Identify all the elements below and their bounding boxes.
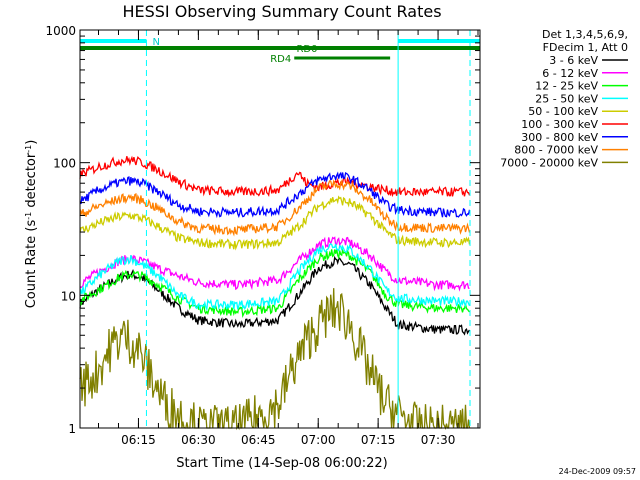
x-tick-label-2: 06:45 <box>241 433 276 447</box>
flags-layer: N RD0 RD4 <box>80 30 480 428</box>
x-tick-label-5: 07:30 <box>421 433 456 447</box>
legend-header-line-1: Det 1,3,4,5,6,9, <box>542 28 628 41</box>
night-flag-label: N <box>152 37 159 48</box>
plot-frame <box>79 29 481 429</box>
legend-label-0: 3 - 6 keV <box>549 54 598 67</box>
x-tick-label-0: 06:15 <box>121 433 156 447</box>
x-tick-label-4: 07:15 <box>361 433 396 447</box>
y-tick-label-0: 1 <box>68 422 76 436</box>
legend-label-1: 6 - 12 keV <box>542 67 598 80</box>
series-line-6 <box>79 171 471 219</box>
series-line-5 <box>79 155 471 198</box>
series-line-2 <box>79 247 470 318</box>
legend-label-5: 100 - 300 keV <box>521 118 598 131</box>
y-axis-label: Count Rate (s-1 detector-1) <box>24 140 40 309</box>
y-tick-label-1: 10 <box>61 289 76 303</box>
y-tick-label-2: 100 <box>53 157 76 171</box>
legend-label-2: 12 - 25 keV <box>535 80 598 93</box>
legend: Det 1,3,4,5,6,9, FDecim 1, Att 0 3 - 6 k… <box>500 28 628 169</box>
rd0-flag-label: RD0 <box>296 44 317 55</box>
legend-header-line-2: FDecim 1, Att 0 <box>543 41 628 54</box>
series-line-3 <box>79 243 471 312</box>
series-layer <box>79 155 471 431</box>
series-line-0 <box>79 255 471 336</box>
ticks-layer: 1 10 100 1000 06:15 06:30 06:45 07:00 07:15 07:30 <box>45 24 480 447</box>
x-tick-label-3: 07:00 <box>301 433 336 447</box>
series-line-4 <box>79 195 471 251</box>
legend-label-6: 300 - 800 keV <box>521 131 598 144</box>
footer-timestamp: 24-Dec-2009 09:57 <box>559 467 636 476</box>
series-line-1 <box>79 236 470 292</box>
axes-layer <box>79 29 481 429</box>
y-tick-label-3: 1000 <box>45 24 76 38</box>
legend-label-7: 800 - 7000 keV <box>514 144 598 157</box>
legend-label-8: 7000 - 20000 keV <box>500 156 598 169</box>
chart-title: HESSI Observing Summary Count Rates <box>122 2 441 21</box>
x-tick-label-1: 06:30 <box>181 433 216 447</box>
rd4-flag-label: RD4 <box>270 54 291 65</box>
x-axis-label: Start Time (14-Sep-08 06:00:22) <box>176 456 387 471</box>
series-line-7 <box>79 179 471 237</box>
legend-label-4: 50 - 100 keV <box>528 105 598 118</box>
legend-label-3: 25 - 50 keV <box>535 92 598 105</box>
